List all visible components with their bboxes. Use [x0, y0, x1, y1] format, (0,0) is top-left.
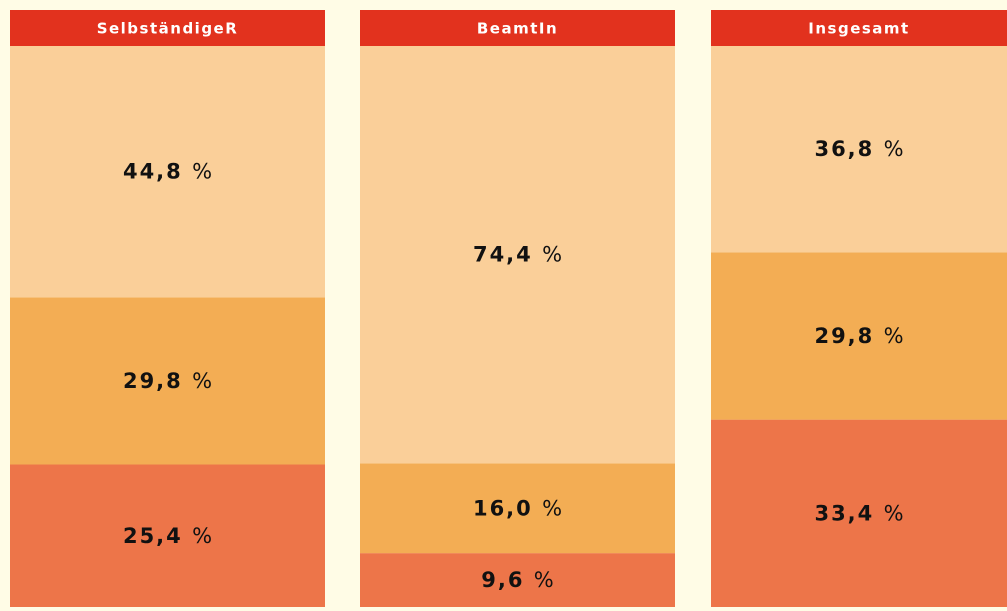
value-label: 9,6 %: [481, 568, 553, 592]
bar-segment: [360, 46, 675, 464]
bar-segment: [360, 463, 675, 554]
bar-segment: [711, 419, 1007, 607]
value-label: 74,4 %: [473, 243, 562, 267]
value-unit: %: [884, 501, 904, 525]
value-number: 16,0: [473, 496, 542, 520]
value-number: 25,4: [123, 524, 192, 548]
value-number: 33,4: [814, 501, 883, 525]
value-number: 9,6: [481, 568, 534, 592]
value-label: 25,4 %: [123, 524, 212, 548]
value-number: 36,8: [814, 137, 883, 161]
bar-segment: [360, 553, 675, 607]
column-title: BeamtIn: [477, 20, 558, 38]
value-unit: %: [542, 243, 562, 267]
column-header: [10, 10, 325, 46]
value-label: 16,0 %: [473, 496, 562, 520]
bar-segment: [711, 252, 1007, 420]
column-header: [711, 10, 1007, 46]
bar-segment: [711, 46, 1007, 253]
value-label: 29,8 %: [123, 369, 212, 393]
bar-segment: [10, 297, 325, 465]
value-number: 74,4: [473, 243, 542, 267]
value-unit: %: [192, 160, 212, 184]
column-title: Insgesamt: [808, 20, 909, 38]
value-label: 44,8 %: [123, 160, 212, 184]
bar-segment: [10, 46, 325, 298]
value-number: 44,8: [123, 160, 192, 184]
value-label: 36,8 %: [814, 137, 903, 161]
value-number: 29,8: [123, 369, 192, 393]
value-unit: %: [534, 568, 554, 592]
value-unit: %: [884, 137, 904, 161]
column-header: [360, 10, 675, 46]
value-label: 29,8 %: [814, 324, 903, 348]
value-unit: %: [192, 524, 212, 548]
value-label: 33,4 %: [814, 501, 903, 525]
value-unit: %: [192, 369, 212, 393]
bar-segment: [10, 464, 325, 607]
column-title: SelbständigeR: [97, 20, 239, 38]
value-number: 29,8: [814, 324, 883, 348]
value-unit: %: [542, 496, 562, 520]
value-unit: %: [884, 324, 904, 348]
